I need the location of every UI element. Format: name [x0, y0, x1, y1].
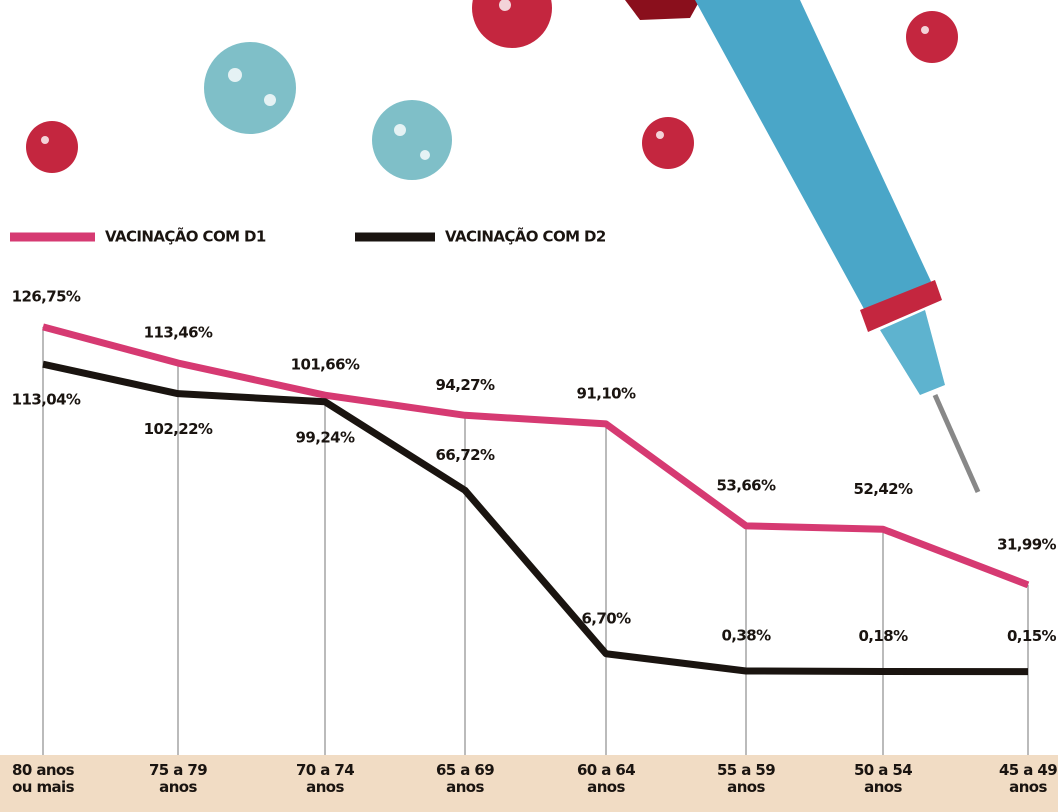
x-tick-label: 80 anos ou mais — [0, 762, 88, 796]
data-label: 94,27% — [436, 376, 495, 394]
x-tick-label: 45 a 49 anos — [983, 762, 1058, 796]
data-label: 113,46% — [144, 324, 213, 342]
data-label: 0,15% — [1007, 627, 1057, 645]
data-label: 126,75% — [12, 287, 81, 305]
data-label: 31,99% — [997, 535, 1056, 553]
series-line — [43, 327, 1028, 585]
data-label: 0,18% — [858, 627, 908, 645]
data-label: 102,22% — [144, 420, 213, 438]
data-label: 99,24% — [296, 428, 355, 446]
x-tick-label: 75 a 79 anos — [133, 762, 223, 796]
data-label: 91,10% — [577, 384, 636, 402]
series-line — [43, 364, 1028, 671]
x-tick-label: 50 a 54 anos — [838, 762, 928, 796]
data-label: 101,66% — [291, 356, 360, 374]
legend: VACINAÇÃO COM D1 VACINAÇÃO COM D2 — [10, 227, 606, 246]
x-tick-label: 55 a 59 anos — [701, 762, 791, 796]
data-label: 6,70% — [581, 609, 631, 627]
chart: VACINAÇÃO COM D1 VACINAÇÃO COM D2 126,75… — [0, 0, 1058, 812]
data-label: 66,72% — [436, 446, 495, 464]
data-label: 0,38% — [721, 626, 771, 644]
infographic: VACINAÇÃO COM D1 VACINAÇÃO COM D2 126,75… — [0, 0, 1058, 812]
x-tick-label: 70 a 74 anos — [280, 762, 370, 796]
x-tick-label: 65 a 69 anos — [420, 762, 510, 796]
data-label: 53,66% — [717, 476, 776, 494]
x-tick-label: 60 a 64 anos — [561, 762, 651, 796]
data-label: 113,04% — [12, 391, 81, 409]
legend-label: VACINAÇÃO COM D1 — [105, 227, 266, 246]
data-label: 52,42% — [854, 480, 913, 498]
legend-label: VACINAÇÃO COM D2 — [445, 227, 606, 246]
